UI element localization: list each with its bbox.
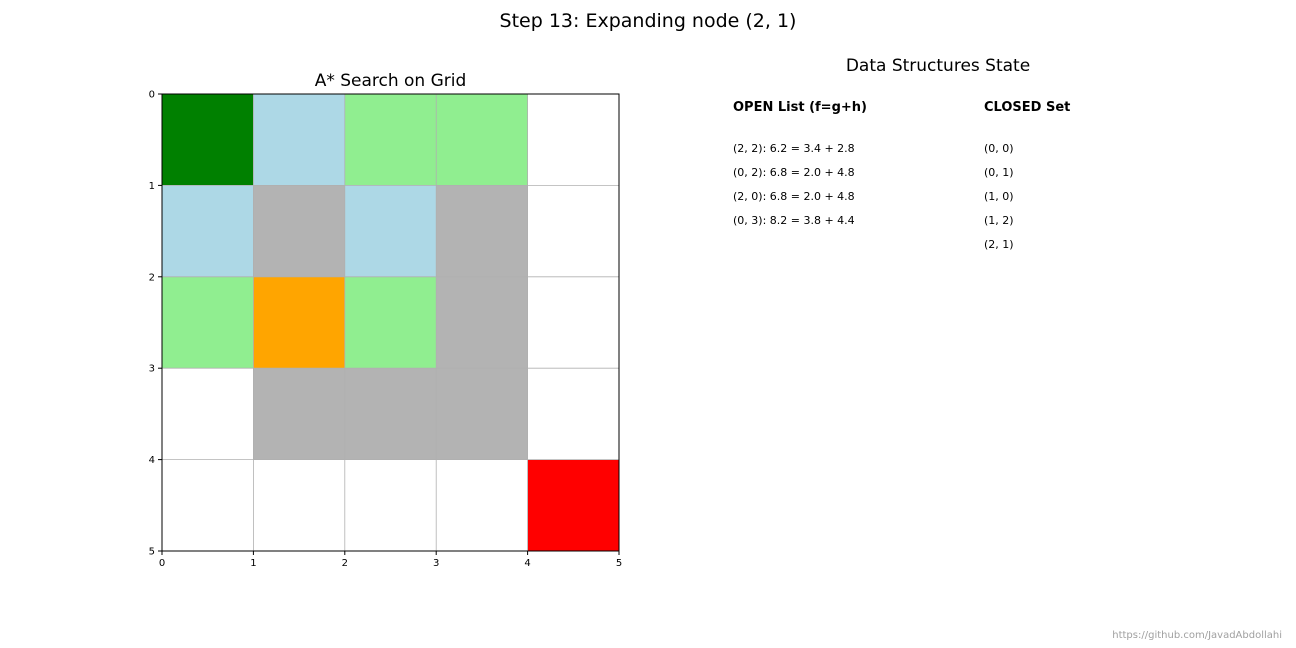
closed-set-item: (2, 1) <box>984 238 1014 251</box>
y-tick-label: 3 <box>149 364 155 375</box>
grid-cell-empty <box>344 459 437 551</box>
grid-cell-obstacle <box>344 368 437 460</box>
grid-cell-open <box>436 94 528 186</box>
closed-set-item: (1, 0) <box>984 190 1014 203</box>
grid-title: A* Search on Grid <box>314 71 467 91</box>
grid-cell-obstacle <box>436 368 528 460</box>
grid-cell-closed <box>253 94 345 186</box>
grid-cell-closed <box>162 185 254 277</box>
grid-cell-closed <box>344 185 437 277</box>
closed-set-heading: CLOSED Set <box>984 100 1071 115</box>
x-tick-label: 0 <box>159 558 165 569</box>
grid-cell-empty <box>527 276 619 369</box>
grid-cell-open <box>344 276 437 369</box>
closed-set-item: (0, 0) <box>984 142 1014 155</box>
x-tick-label: 5 <box>616 558 622 569</box>
grid-cell-open <box>344 94 437 186</box>
open-list-heading: OPEN List (f=g+h) <box>733 100 867 115</box>
axes-frame <box>161 93 620 552</box>
open-list-item: (2, 0): 6.8 = 2.0 + 4.8 <box>733 190 855 203</box>
closed-set-item: (1, 2) <box>984 214 1014 227</box>
y-tick-label: 1 <box>149 181 155 192</box>
y-tick-label: 0 <box>149 90 155 101</box>
credit-link[interactable]: https://github.com/JavadAbdollahi <box>1112 630 1282 641</box>
x-tick-label: 3 <box>433 558 439 569</box>
grid-cell-empty <box>162 459 254 551</box>
grid-cell-empty <box>527 368 619 460</box>
open-list: (2, 2): 6.2 = 3.4 + 2.8 (0, 2): 6.8 = 2.0… <box>733 142 855 238</box>
grid-cell-empty <box>253 459 345 551</box>
x-tick-label: 4 <box>524 558 530 569</box>
open-list-item: (2, 2): 6.2 = 3.4 + 2.8 <box>733 142 855 155</box>
data-structures-title: Data Structures State <box>845 56 1031 76</box>
grid-cell-current <box>253 276 345 369</box>
y-tick-label: 4 <box>149 455 155 466</box>
grid-cell-obstacle <box>253 185 345 277</box>
grid-cell-open <box>162 276 254 369</box>
grid-cell-obstacle <box>253 368 345 460</box>
y-tick-label: 2 <box>149 272 155 283</box>
x-tick-label: 1 <box>250 558 256 569</box>
grid-cell-empty <box>527 185 619 277</box>
closed-set: (0, 0) (0, 1) (1, 0) (1, 2) (2, 1) <box>984 142 1014 262</box>
grid-cell-empty <box>436 459 528 551</box>
closed-set-item: (0, 1) <box>984 166 1014 179</box>
grid-cell-obstacle <box>436 276 528 369</box>
grid-cell-obstacle <box>436 185 528 277</box>
grid-cell-empty <box>162 368 254 460</box>
grid-cell-goal <box>527 459 619 551</box>
open-list-item: (0, 3): 8.2 = 3.8 + 4.4 <box>733 214 855 227</box>
y-tick-label: 5 <box>149 547 155 558</box>
suptitle: Step 13: Expanding node (2, 1) <box>499 10 797 32</box>
grid-cell-empty <box>527 94 619 186</box>
open-list-item: (0, 2): 6.8 = 2.0 + 4.8 <box>733 166 855 179</box>
x-tick-label: 2 <box>342 558 348 569</box>
grid-cell-start <box>162 94 254 186</box>
